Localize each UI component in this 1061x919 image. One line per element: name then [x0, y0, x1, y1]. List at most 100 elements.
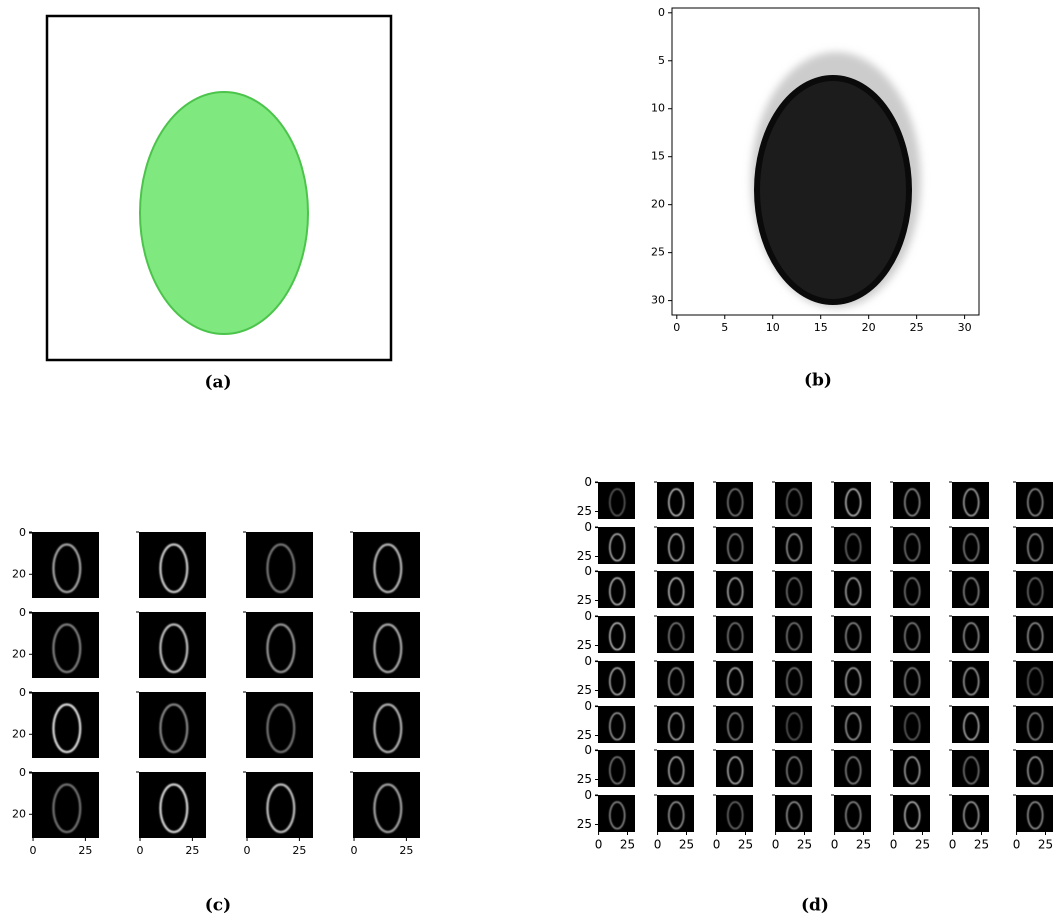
feature-map	[139, 772, 206, 838]
grayscale-image	[672, 8, 979, 315]
feature-map	[834, 482, 871, 519]
y-tick-label: 0	[584, 475, 592, 489]
x-tick-label: 25	[620, 838, 635, 852]
x-tick-label: 0	[890, 838, 898, 852]
x-tick-label: 0	[1013, 838, 1021, 852]
feature-map	[657, 527, 694, 564]
feature-map	[1016, 661, 1053, 698]
y-tick-label: 0	[584, 564, 592, 578]
feature-map	[952, 750, 989, 787]
x-tick-label: 0	[831, 838, 839, 852]
feature-map	[893, 661, 930, 698]
feature-map	[775, 661, 812, 698]
y-tick-label: 15	[651, 150, 665, 163]
feature-map	[952, 571, 989, 608]
x-tick-label: 10	[766, 321, 780, 334]
feature-map	[598, 482, 635, 519]
feature-map	[1016, 750, 1053, 787]
feature-map	[834, 661, 871, 698]
panel-caption: (b)	[804, 371, 832, 391]
x-tick-label: 25	[1038, 838, 1053, 852]
feature-map	[246, 772, 313, 838]
y-tick-label: 20	[12, 647, 26, 660]
feature-map	[893, 706, 930, 743]
feature-map	[952, 706, 989, 743]
feature-map	[139, 532, 206, 598]
y-tick-label: 20	[12, 807, 26, 820]
y-tick-label: 0	[584, 520, 592, 534]
feature-map	[716, 795, 753, 832]
feature-map	[775, 795, 812, 832]
feature-map	[32, 772, 99, 838]
x-tick-label: 25	[856, 838, 871, 852]
feature-map	[893, 795, 930, 832]
feature-map	[775, 706, 812, 743]
x-tick-label: 0	[949, 838, 957, 852]
feature-map	[893, 750, 930, 787]
y-tick-label: 0	[584, 788, 592, 802]
feature-map	[1016, 482, 1053, 519]
feature-map	[834, 571, 871, 608]
feature-map	[657, 482, 694, 519]
x-tick-label: 0	[30, 844, 37, 857]
feature-map	[1016, 795, 1053, 832]
panel-caption: (c)	[205, 896, 231, 916]
feature-map	[598, 706, 635, 743]
feature-map	[353, 532, 420, 598]
feature-map	[32, 692, 99, 758]
feature-map	[246, 532, 313, 598]
panel-caption: (d)	[801, 896, 829, 916]
feature-map	[657, 706, 694, 743]
feature-map	[716, 750, 753, 787]
feature-map	[657, 616, 694, 653]
feature-map	[598, 616, 635, 653]
y-tick-label: 25	[577, 504, 592, 518]
feature-map	[834, 527, 871, 564]
figure: (a)(b)(c)(d)0510152025300510152025300200…	[0, 0, 1061, 919]
feature-map	[952, 527, 989, 564]
feature-map	[716, 616, 753, 653]
x-tick-label: 5	[721, 321, 728, 334]
y-tick-label: 25	[577, 817, 592, 831]
feature-map	[657, 661, 694, 698]
feature-map	[1016, 527, 1053, 564]
y-tick-label: 10	[651, 102, 665, 115]
feature-map	[598, 571, 635, 608]
feature-map	[139, 612, 206, 678]
feature-map	[775, 571, 812, 608]
feature-map	[716, 706, 753, 743]
x-tick-label: 25	[738, 838, 753, 852]
y-tick-label: 30	[651, 294, 665, 307]
feature-map	[834, 616, 871, 653]
y-tick-label: 0	[584, 743, 592, 757]
y-tick-label: 0	[19, 766, 26, 779]
feature-map	[1016, 706, 1053, 743]
y-tick-label: 25	[577, 549, 592, 563]
feature-map	[598, 750, 635, 787]
feature-map	[834, 750, 871, 787]
feature-map	[246, 612, 313, 678]
x-tick-label: 0	[654, 838, 662, 852]
x-tick-label: 25	[78, 844, 92, 857]
y-tick-label: 0	[584, 699, 592, 713]
feature-map	[834, 706, 871, 743]
feature-map	[139, 692, 206, 758]
x-tick-label: 0	[244, 844, 251, 857]
y-tick-label: 25	[577, 728, 592, 742]
feature-map	[893, 616, 930, 653]
y-tick-label: 0	[19, 606, 26, 619]
x-tick-label: 0	[351, 844, 358, 857]
y-tick-label: 25	[577, 638, 592, 652]
y-tick-label: 0	[584, 609, 592, 623]
feature-map	[716, 527, 753, 564]
x-tick-label: 25	[679, 838, 694, 852]
y-tick-label: 0	[658, 6, 665, 19]
feature-map	[657, 795, 694, 832]
feature-map	[1016, 616, 1053, 653]
y-tick-label: 25	[577, 683, 592, 697]
x-tick-label: 25	[974, 838, 989, 852]
feature-map	[952, 795, 989, 832]
y-tick-label: 0	[584, 654, 592, 668]
y-tick-label: 25	[651, 246, 665, 259]
x-tick-label: 0	[772, 838, 780, 852]
